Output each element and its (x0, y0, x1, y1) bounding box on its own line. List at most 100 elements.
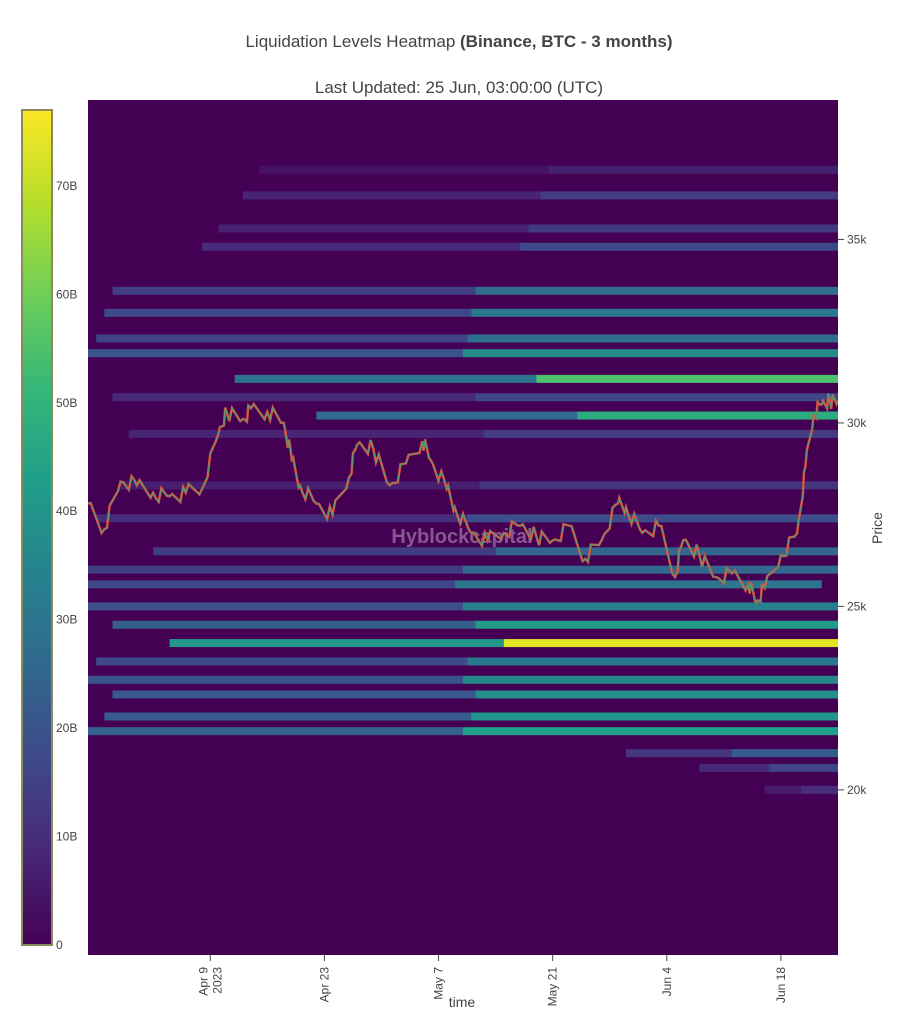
liquidation-band-recent (548, 165, 838, 174)
liquidation-band-recent (467, 514, 838, 523)
y-axis: 20k 25k 30k 35k (838, 232, 867, 797)
x-tick-label: May 21 (546, 967, 560, 1007)
liquidation-band-early (96, 334, 468, 343)
price-series (88, 393, 838, 605)
y-tick-label: 35k (847, 232, 867, 246)
liquidation-band-recent (467, 657, 838, 666)
liquidation-band-early (234, 374, 537, 383)
x-tick-label-line: May 21 (546, 967, 560, 1007)
liquidation-band-recent (732, 749, 838, 758)
x-tick-label-line: 2023 (210, 967, 224, 994)
liquidation-band (96, 334, 838, 343)
x-axis-title: time (449, 994, 476, 1010)
x-tick-label: Apr 23 (317, 967, 331, 1003)
x-axis: Apr 92023 Apr 23 May 7 May 21 Jun 4 Jun 18 (196, 955, 788, 1006)
liquidation-band (88, 675, 838, 684)
liquidation-band-early (88, 349, 463, 358)
y-tick-label: 30k (847, 416, 867, 430)
liquidation-band-early (242, 191, 541, 200)
liquidation-band-early (128, 429, 484, 438)
liquidation-bands (88, 165, 838, 794)
liquidation-band (764, 785, 838, 794)
liquidation-band (626, 749, 838, 758)
liquidation-band-recent (483, 429, 838, 438)
liquidation-band (169, 639, 838, 648)
liquidation-band (112, 620, 838, 629)
liquidation-band (112, 286, 838, 295)
liquidation-band-recent (463, 727, 838, 736)
liquidation-band-recent (528, 224, 838, 233)
liquidation-band (242, 191, 838, 200)
liquidation-band-recent (454, 580, 822, 589)
liquidation-band-recent (475, 286, 838, 295)
liquidation-band-recent (540, 191, 838, 200)
liquidation-band-recent (577, 411, 838, 420)
y-tick-label: 20k (847, 783, 867, 797)
liquidation-band-early (104, 712, 472, 721)
liquidation-band (96, 514, 838, 523)
chart-subtitle: Last Updated: 25 Jun, 03:00:00 (UTC) (314, 78, 604, 97)
liquidation-band-recent (471, 712, 838, 721)
liquidation-band-early (112, 286, 476, 295)
chart-title-main: Liquidation Levels Heatmap (245, 32, 456, 51)
liquidation-band (88, 565, 838, 574)
liquidation-band-recent (801, 785, 838, 794)
liquidation-band-recent (520, 242, 838, 251)
colorbar-tick-label: 40B (56, 504, 77, 518)
liquidation-band-early (96, 657, 468, 666)
y-tick-label: 25k (847, 599, 867, 613)
liquidation-band (88, 580, 822, 589)
x-tick-label: May 7 (432, 967, 446, 1000)
liquidation-band-early (153, 547, 496, 556)
liquidation-band (88, 727, 838, 736)
liquidation-band-early (112, 620, 476, 629)
liquidation-band-early (88, 675, 463, 684)
liquidation-band (259, 165, 838, 174)
liquidation-band-early (112, 690, 476, 699)
liquidation-band (96, 657, 838, 666)
liquidation-band-recent (471, 308, 838, 317)
colorbar-tick-label: 50B (56, 396, 77, 410)
colorbar-tick-label: 10B (56, 830, 77, 844)
liquidation-band-early (169, 639, 504, 648)
x-tick-label: Jun 4 (660, 967, 674, 997)
colorbar-tick-label: 60B (56, 287, 77, 301)
y-axis-title: Price (869, 512, 885, 544)
liquidation-band-recent (463, 565, 838, 574)
x-tick-label-line: Apr 9 (196, 967, 210, 996)
liquidation-band-recent (768, 763, 838, 772)
liquidation-band-early (112, 393, 476, 402)
liquidation-band-recent (503, 639, 838, 648)
liquidation-band (112, 393, 838, 402)
liquidation-band-recent (463, 675, 838, 684)
colorbar-tick-label: 30B (56, 613, 77, 627)
liquidation-band-early (88, 602, 463, 611)
liquidation-band (112, 690, 838, 699)
x-tick-label-line: Apr 23 (317, 967, 331, 1003)
x-tick-label: Apr 92023 (196, 967, 224, 996)
watermark: Hyblockcapital (391, 526, 532, 548)
liquidation-band-early (218, 224, 529, 233)
colorbar-tick-label: 20B (56, 721, 77, 735)
liquidation-band-recent (463, 602, 838, 611)
liquidation-band-early (88, 727, 463, 736)
plot-area (88, 100, 838, 955)
x-tick-label: Jun 18 (774, 967, 788, 1003)
liquidation-band (88, 349, 838, 358)
colorbar: 0 10B 20B 30B 40B 50B 60B 70B (21, 109, 77, 952)
liquidation-band-recent (479, 481, 838, 490)
liquidation-band-recent (536, 374, 838, 383)
liquidation-band (153, 547, 838, 556)
liquidation-band (104, 308, 838, 317)
liquidation-band-recent (467, 334, 838, 343)
liquidation-band-early (764, 785, 802, 794)
liquidation-band-recent (475, 690, 838, 699)
colorbar-tick-label: 70B (56, 179, 77, 193)
liquidation-band-early (259, 165, 549, 174)
chart-title-bold: (Binance, BTC - 3 months) (460, 32, 673, 51)
liquidation-band-recent (463, 349, 838, 358)
liquidation-band (128, 429, 838, 438)
liquidation-band (202, 242, 838, 251)
liquidation-band-early (88, 565, 463, 574)
